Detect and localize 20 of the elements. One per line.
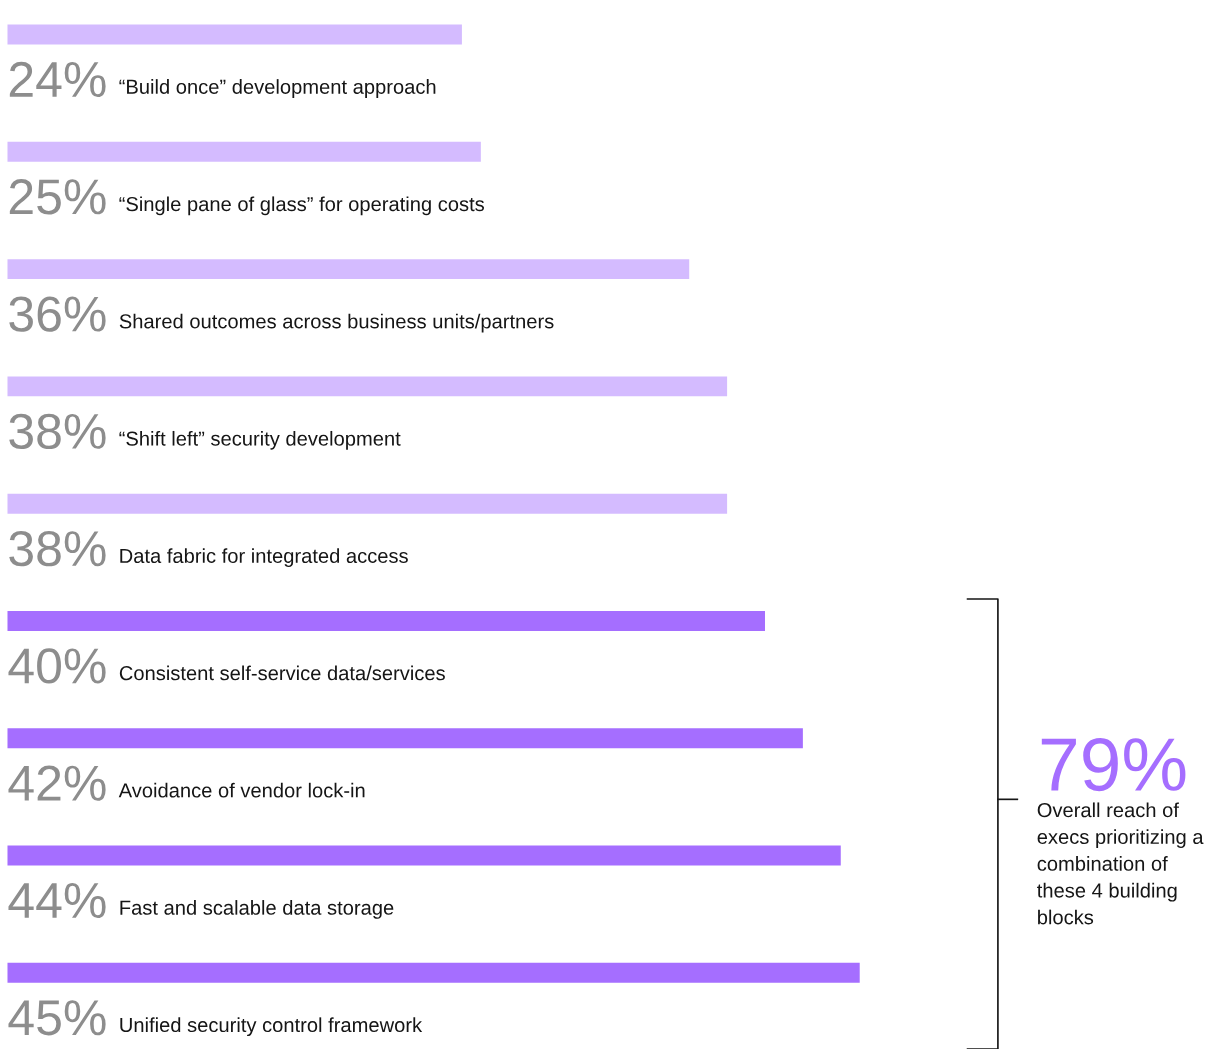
y-tick-label: Consistent self-service data/services	[119, 665, 445, 681]
y-tick-label: “Build once” development approach	[119, 79, 436, 98]
data-label: 42%	[8, 765, 106, 801]
data-label: 44%	[8, 882, 106, 918]
text: 79%	[1041, 738, 1186, 792]
text: Overall reach of execs prioritizing a combination of these 4 building blocks	[1037, 802, 1204, 925]
data-label: 25%	[9, 179, 106, 215]
data-label: 45%	[8, 1000, 106, 1036]
y-tick-label: Data fabric for integrated access	[120, 548, 408, 567]
data-label: 38%	[9, 413, 106, 450]
y-tick-label: “Shift left” security development	[119, 430, 401, 450]
y-tick-label: “Single pane of glass” for operating costs	[119, 196, 485, 216]
data-label: 36%	[9, 296, 106, 332]
y-tick-label: Avoidance of vendor lock-in	[118, 782, 365, 798]
y-tick-label: Unified security control framework	[120, 1017, 423, 1037]
data-label: 24%	[9, 61, 106, 98]
data-label: 40%	[8, 648, 106, 684]
y-tick-label: Shared outcomes across business units/partners	[119, 313, 554, 333]
y-tick-label: Fast and scalable data storage	[120, 900, 394, 919]
data-label: 38%	[9, 530, 106, 567]
